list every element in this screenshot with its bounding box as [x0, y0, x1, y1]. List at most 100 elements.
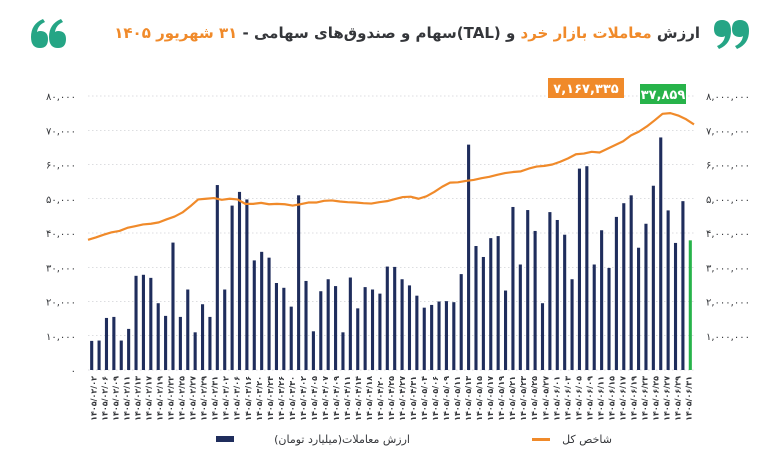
x-tick-label: ۱۴۰۵/۰۳/۰۶ [233, 376, 242, 421]
x-tick-label: ۱۴۰۵/۰۲/۲۵ [178, 376, 187, 421]
bar [437, 301, 441, 370]
bar [156, 303, 160, 370]
x-tick-label: ۱۴۰۵/۰۴/۱۴ [354, 376, 363, 421]
bar [223, 289, 227, 370]
bar [577, 168, 582, 370]
x-tick-label: ۱۴۰۵/۰۶/۳۱ [684, 376, 693, 421]
bar [208, 316, 212, 370]
right-tick-label: ۳,۰۰۰,۰۰۰ [706, 263, 750, 274]
bar-series [90, 137, 692, 370]
quote-open-icon [31, 19, 66, 48]
bar [407, 285, 412, 370]
x-tick-label: ۱۴۰۵/۰۲/۱۳ [134, 376, 143, 421]
legend-bar-swatch [216, 436, 234, 442]
line-callout-value: ۷,۱۶۷,۳۳۵ [553, 82, 618, 97]
x-tick-label: ۱۴۰۵/۰۳/۳۰ [288, 376, 297, 421]
bar [334, 286, 338, 370]
bar [90, 340, 94, 370]
bar [304, 280, 308, 370]
bar [629, 195, 633, 370]
legend-line-swatch [532, 438, 550, 441]
x-tick-label: ۱۴۰۵/۰۳/۰۲ [222, 376, 231, 421]
line-series [87, 112, 695, 241]
x-tick-label: ۱۴۰۵/۰۲/۱۱ [123, 376, 132, 421]
x-tick-label: ۱۴۰۵/۰۵/۰۹ [442, 376, 451, 421]
bar [193, 332, 197, 370]
right-tick-label: ۱,۰۰۰,۰۰۰ [706, 332, 750, 343]
x-tick-label: ۱۴۰۵/۰۴/۱۸ [365, 376, 374, 421]
x-tick-label: ۱۴۰۵/۰۶/۲۷ [662, 376, 671, 421]
left-tick-label: ۵۰,۰۰۰ [46, 195, 76, 206]
bar-callout-box [640, 84, 686, 104]
bar [164, 315, 168, 370]
legend-bar-label: ارزش معاملات(میلیارد تومان) [274, 433, 410, 446]
legend: ارزش معاملات(میلیارد تومان) شاخص کل [216, 433, 612, 446]
x-tick-label: ۱۴۰۵/۰۲/۱۷ [145, 376, 154, 421]
x-tick-label: ۱۴۰۵/۰۵/۱۱ [453, 376, 462, 421]
right-tick-label: ۸,۰۰۰,۰۰۰ [706, 92, 750, 103]
bar [297, 195, 301, 370]
right-axis: ۱,۰۰۰,۰۰۰ ۲,۰۰۰,۰۰۰ ۳,۰۰۰,۰۰۰ ۴,۰۰۰,۰۰۰ ۵,۰۰… [706, 92, 750, 343]
x-tick-label: ۱۴۰۵/۰۵/۱۷ [486, 376, 495, 421]
bar [274, 283, 279, 370]
bar [518, 264, 522, 370]
x-tick-label: ۱۴۰۵/۰۴/۱۱ [343, 376, 352, 421]
bar [370, 289, 375, 370]
bar [326, 279, 330, 370]
bar [104, 317, 109, 370]
x-tick-label: ۱۴۰۵/۰۶/۰۹ [585, 376, 594, 421]
x-tick-label: ۱۴۰۵/۰۳/۲۴ [266, 376, 275, 421]
x-tick-label: ۱۴۰۵/۰۶/۲۹ [673, 376, 682, 421]
x-tick-label: ۱۴۰۵/۰۳/۱۶ [244, 376, 253, 421]
bar [341, 332, 345, 370]
bar [186, 289, 190, 370]
bar [570, 279, 574, 370]
bar [474, 246, 478, 370]
x-tick-label: ۱۴۰۵/۰۵/۲۷ [541, 376, 550, 421]
bar [444, 301, 448, 370]
left-tick-label: ۱۰,۰۰۰ [46, 332, 76, 343]
bar [127, 328, 131, 370]
x-tick-label: ۱۴۰۵/۰۶/۲۵ [651, 376, 660, 421]
bar [267, 257, 271, 370]
bar [563, 234, 567, 370]
bar [378, 293, 382, 370]
bar [348, 277, 352, 370]
bar [452, 302, 456, 370]
bar [540, 303, 545, 370]
bar [230, 205, 234, 370]
x-tick-label: ۱۴۰۵/۰۶/۱۹ [629, 376, 638, 421]
x-tick-label: ۱۴۰۵/۰۶/۱۵ [607, 376, 616, 421]
x-tick-label: ۱۴۰۵/۰۵/۰۶ [431, 376, 440, 421]
bar [200, 304, 205, 370]
bar [489, 238, 493, 370]
bar [119, 340, 123, 370]
x-tick-label: ۱۴۰۵/۰۵/۲۵ [530, 376, 539, 421]
right-tick-label: ۲,۰۰۰,۰۰۰ [706, 298, 750, 309]
line-callout: ۷,۱۶۷,۳۳۵ [548, 78, 624, 98]
bar [637, 247, 641, 370]
bar [622, 203, 626, 370]
bar [149, 277, 153, 370]
bar [363, 287, 367, 370]
title-part-4: ۳۱ شهریور ۱۴۰۵ [114, 24, 237, 42]
right-tick-label: ۴,۰۰۰,۰۰۰ [706, 229, 750, 240]
bar [134, 275, 138, 370]
bar-callout: ۳۷,۸۵۹ [640, 84, 686, 104]
bar-last [688, 240, 692, 370]
bar [592, 264, 596, 370]
x-tick-label: ۱۴۰۵/۰۵/۱۵ [475, 376, 484, 421]
bar [511, 206, 515, 370]
bar [481, 256, 485, 370]
bar [644, 223, 648, 370]
left-tick-label: ۶۰,۰۰۰ [46, 161, 76, 172]
legend-line-label: شاخص کل [562, 433, 612, 446]
x-tick-label: ۱۴۰۵/۰۴/۲۷ [398, 376, 407, 421]
bar [496, 236, 500, 370]
x-tick-label: ۱۴۰۵/۰۲/۰۲ [90, 376, 99, 421]
bar [585, 166, 589, 370]
bar [415, 295, 419, 370]
x-tick-label: ۱۴۰۵/۰۲/۰۶ [101, 376, 110, 421]
right-tick-label: ۷,۰۰۰,۰۰۰ [706, 126, 750, 137]
bar [252, 260, 256, 370]
